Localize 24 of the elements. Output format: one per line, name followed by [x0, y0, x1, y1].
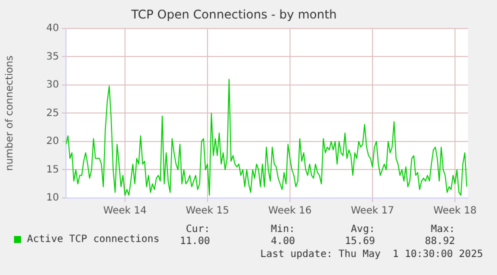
- y-tick-label: 40: [46, 22, 59, 34]
- x-tick-label: Week 16: [268, 206, 312, 217]
- text: 11.00: [178, 236, 210, 248]
- text: Min:: [270, 224, 295, 236]
- x-tick-label: Week 14: [103, 206, 147, 217]
- x-tick-label: Week 15: [186, 206, 230, 217]
- y-tick-label: 20: [46, 136, 59, 148]
- y-tick-label: 35: [46, 51, 59, 62]
- text: Cur:: [184, 224, 210, 236]
- text: 88.92: [424, 236, 455, 248]
- y-tick-label: 25: [46, 108, 59, 119]
- y-tick-label: 30: [46, 80, 59, 91]
- text: Max:: [430, 224, 455, 236]
- y-tick-label: 15: [46, 164, 59, 176]
- x-tick-label: Week 18: [433, 206, 477, 217]
- text: 4.00: [270, 236, 295, 248]
- x-tick-label: Week 17: [350, 206, 394, 217]
- legend-label: Active TCP connections: [27, 234, 160, 245]
- text: 15.69: [344, 236, 375, 248]
- y-axis-title: number of connections: [4, 56, 16, 171]
- y-tick-label: 10: [46, 192, 59, 204]
- text: Last update: Thu May 1 10:30:00 2025: [260, 249, 483, 260]
- chart-title: TCP Open Connections - by month: [130, 7, 337, 22]
- text: Avg:: [350, 224, 375, 236]
